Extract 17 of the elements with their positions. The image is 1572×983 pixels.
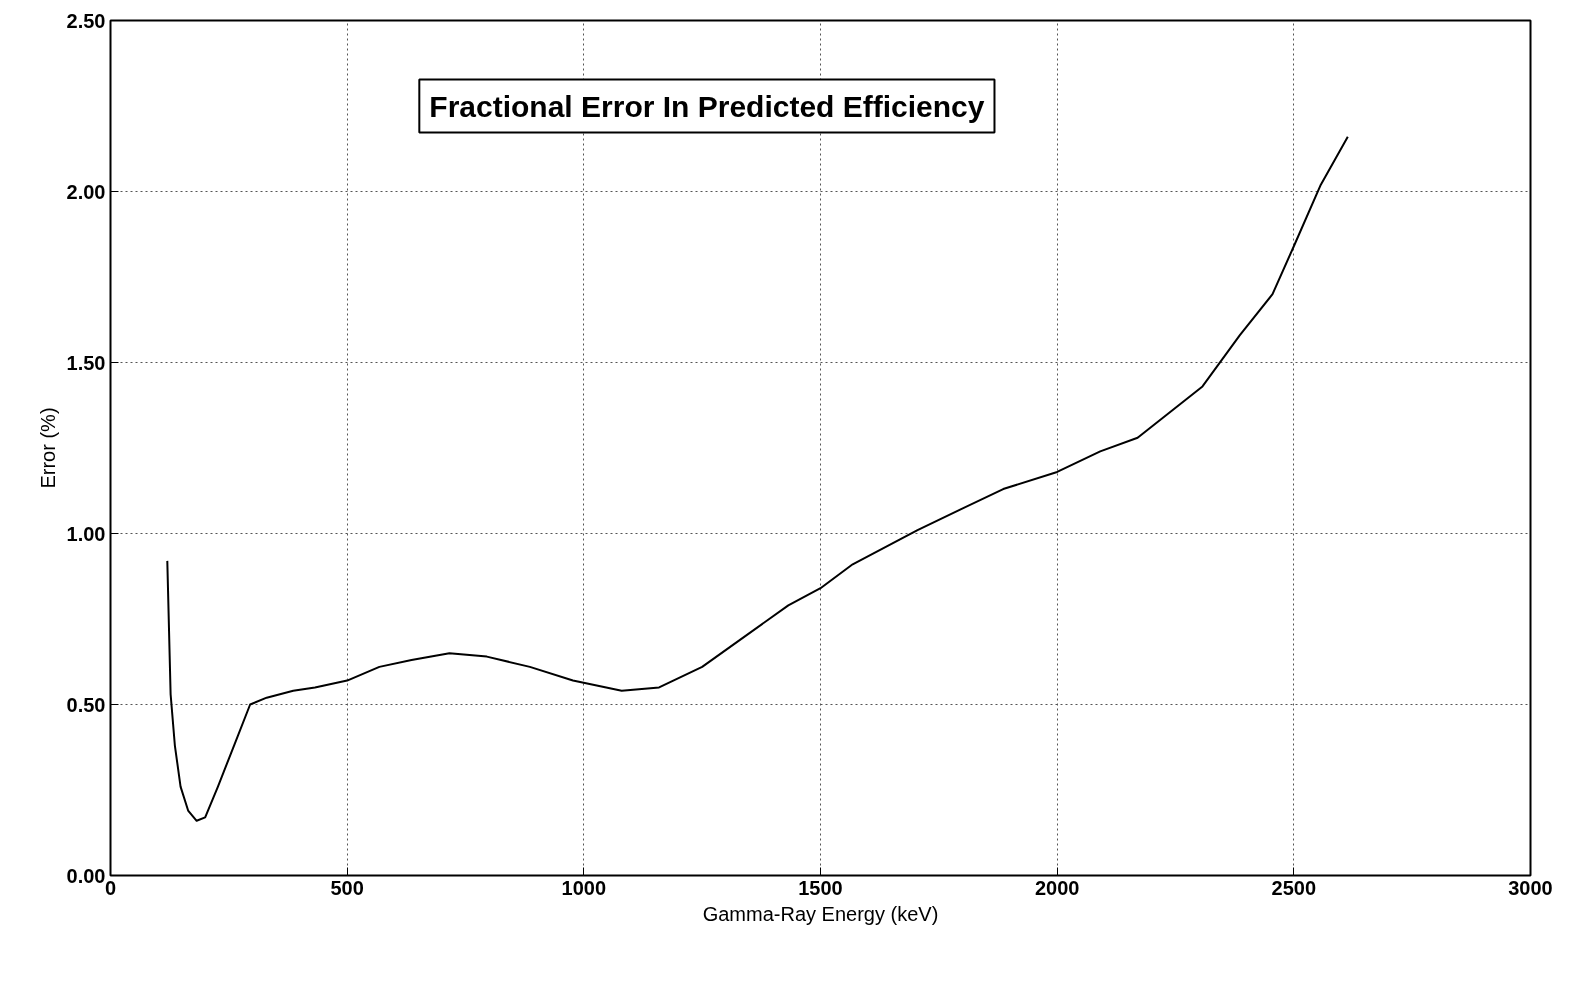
x-tick-label: 500 <box>330 876 364 899</box>
x-tick-label: 2000 <box>1034 876 1080 899</box>
x-tick-label: 0 <box>104 876 117 899</box>
y-tick-label: 1.50 <box>66 351 106 374</box>
y-axis-title: Error (%) <box>36 407 59 489</box>
x-tick-label: 2500 <box>1271 876 1317 899</box>
y-tick-label: 0.00 <box>66 864 106 887</box>
text: Fractional Error In Predicted Efficiency <box>429 89 985 123</box>
line-series <box>166 135 1349 822</box>
x-tick-label: 3000 <box>1508 876 1553 899</box>
y-tick-label: 2.00 <box>66 180 106 203</box>
x-tick-label: 1000 <box>561 876 607 899</box>
y-tick-label: 2.50 <box>66 9 106 32</box>
x-tick-label: 1500 <box>798 876 843 899</box>
y-tick-label: 1.00 <box>66 522 106 545</box>
x-axis-title: Gamma-Ray Energy (keV) <box>702 902 939 925</box>
y-tick-label: 0.50 <box>66 693 106 716</box>
